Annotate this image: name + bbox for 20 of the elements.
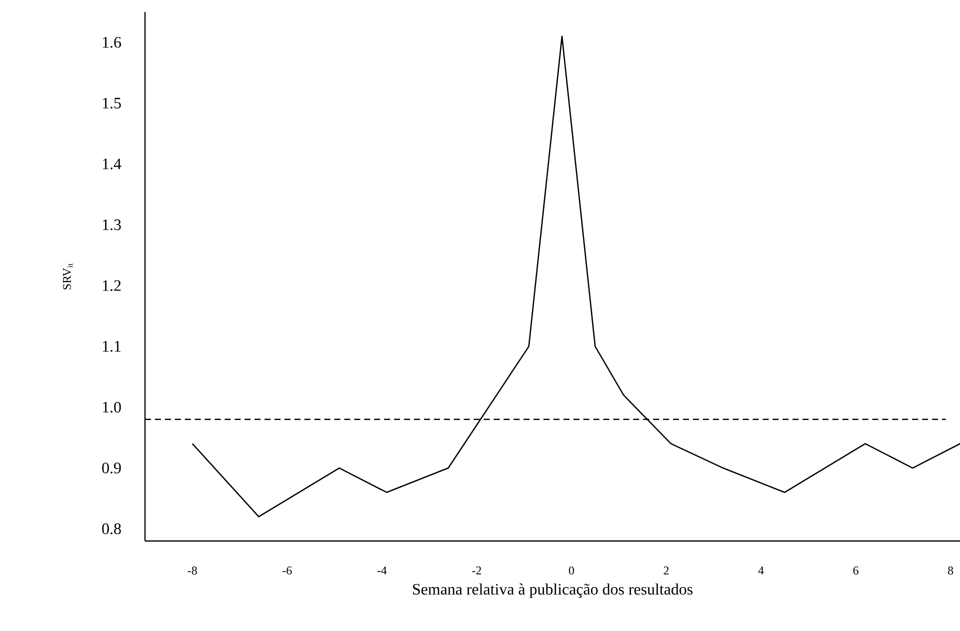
x-tick-label: -4 [377,566,387,574]
x-tick-label: 0 [568,566,574,575]
y-tick-label: 1.0 [102,402,121,413]
x-axis-title: Semana relativa à publicação dos resultados [413,583,692,598]
y-tick-label: 1.3 [102,219,121,230]
x-tick-label: 8 [948,566,954,575]
y-axis-title: SRV$_{it}$ [62,263,73,290]
x-tick-label: 2 [664,566,669,574]
x-tick-label: 6 [853,566,858,575]
y-tick-label: 1.1 [102,341,121,352]
y-tick-label: 1.5 [102,98,121,109]
y-tick-label: 0.9 [102,462,121,474]
y-tick-label: 0.8 [102,523,121,534]
y-tick-label: 1.6 [102,37,122,48]
x-tick-label: -2 [472,566,482,574]
x-tick-label: 4 [758,566,764,574]
x-tick-label: -8 [188,566,197,575]
y-tick-label: 1.4 [102,158,122,170]
x-tick-label: -6 [282,566,292,575]
y-tick-label: 1.2 [102,280,121,292]
